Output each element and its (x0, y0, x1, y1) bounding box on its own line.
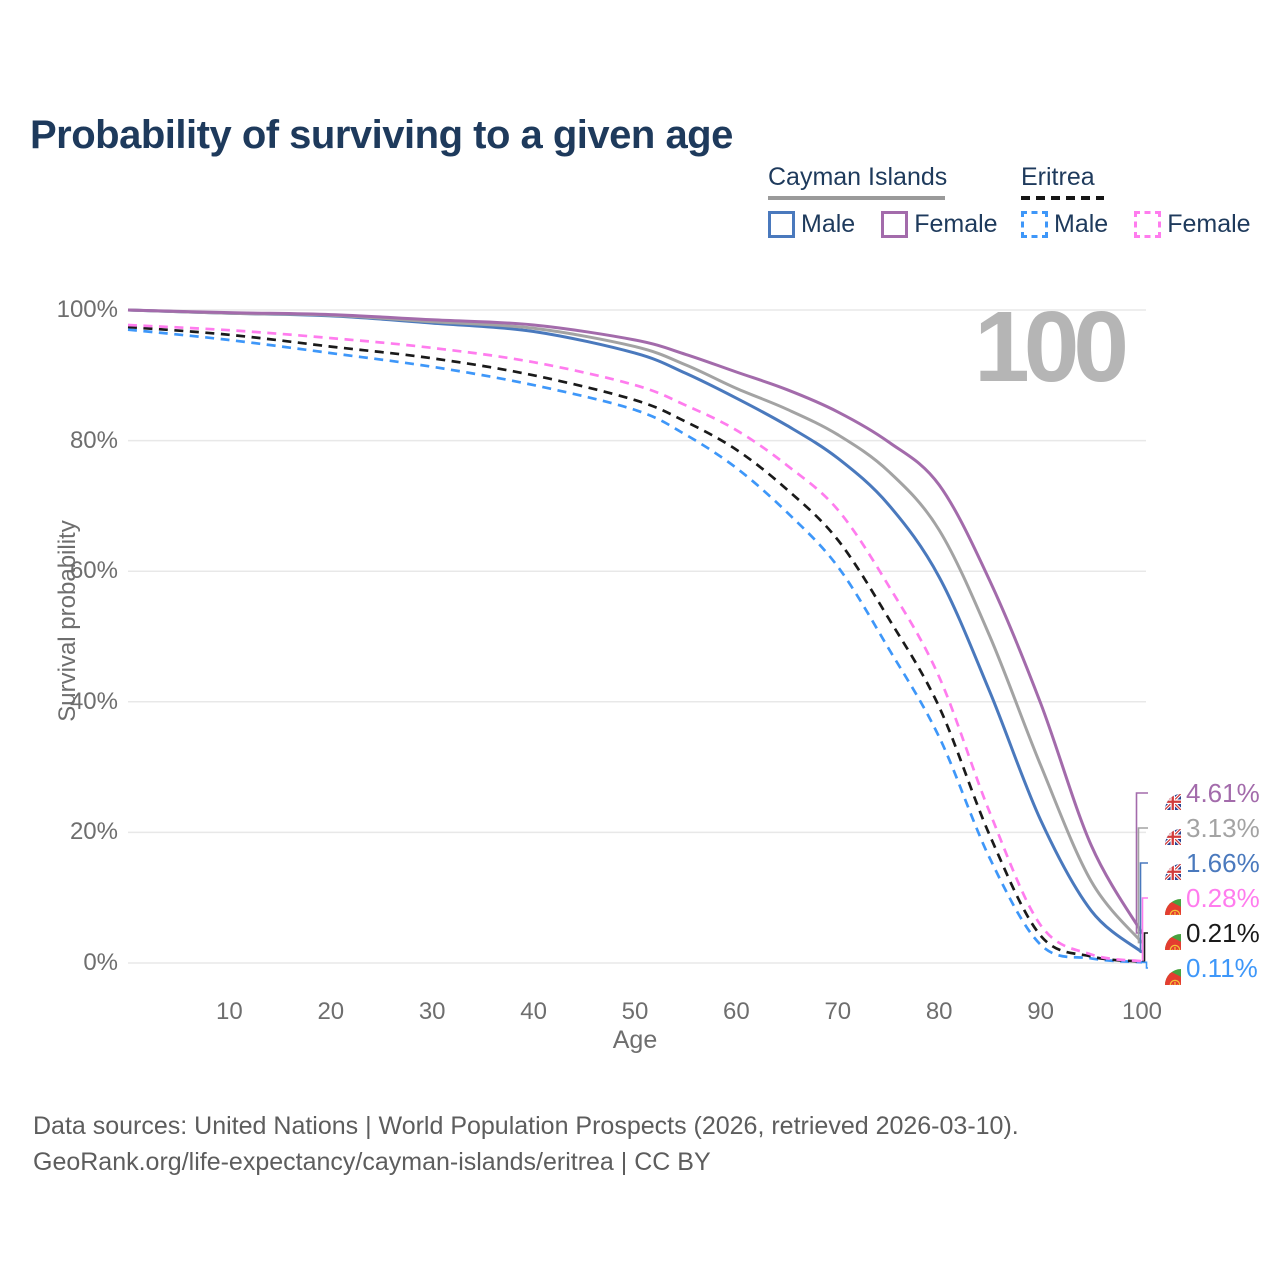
y-tick-40: 40% (69, 687, 118, 715)
x-tick-10: 10 (216, 998, 243, 1025)
legend-title-eritrea: Eritrea (1021, 163, 1095, 191)
legend-swatch-cayman-male[interactable] (768, 211, 795, 238)
y-tick-80: 80% (69, 426, 118, 454)
end-label-value: 4.61% (1186, 777, 1260, 808)
x-tick-30: 30 (418, 998, 446, 1025)
curve-cayman-islands-both-sexes (127, 308, 1144, 944)
end-label-value: 0.21% (1186, 917, 1260, 948)
cayman-islands-flag-icon (1148, 777, 1181, 810)
end-connector-0.11% (1142, 961, 1148, 969)
legend-swatch-eritrea-male[interactable] (1021, 211, 1048, 238)
legend-swatch-eritrea-female[interactable] (1134, 211, 1162, 238)
curve-eritrea-male (127, 328, 1143, 964)
x-tick-90: 90 (1027, 998, 1054, 1025)
curve-cayman-islands-female (127, 308, 1144, 934)
page-title: Probability of surviving to a given age (30, 112, 733, 157)
x-tick-60: 60 (723, 998, 750, 1025)
end-label-row: 0.28% (1148, 881, 1260, 915)
data-sources-line: Data sources: United Nations | World Pop… (33, 1112, 1019, 1140)
footer: Data sources: United Nations | World Pop… (33, 1108, 1019, 1180)
end-label-value: 1.66% (1186, 847, 1260, 878)
end-label-row: 3.13% (1148, 811, 1260, 845)
end-label-value: 0.28% (1186, 882, 1260, 913)
y-tick-60: 60% (69, 557, 118, 585)
x-tick-70: 70 (824, 998, 852, 1025)
y-tick-20: 20% (69, 818, 118, 846)
legend-label-cayman-female[interactable]: Female (914, 210, 998, 238)
x-tick-20: 20 (317, 998, 345, 1025)
end-label-row: 4.61% (1148, 776, 1260, 810)
attribution-line: GeoRank.org/life-expectancy/cayman-islan… (33, 1148, 711, 1176)
eritrea-flag-icon (1148, 952, 1181, 985)
eritrea-flag-icon (1148, 882, 1181, 915)
y-tick-0: 0% (83, 949, 118, 976)
legend-group-eritrea: Eritrea Male Female (1021, 163, 1277, 239)
cayman-islands-flag-icon (1148, 812, 1181, 845)
x-tick-100: 100 (1121, 998, 1163, 1025)
legend-underline-cayman-islands (768, 196, 945, 200)
x-tick-80: 80 (925, 998, 953, 1025)
curve-eritrea-female (127, 323, 1143, 963)
eritrea-flag-icon (1148, 917, 1181, 950)
legend-title-cayman-islands: Cayman Islands (768, 163, 948, 191)
x-tick-40: 40 (520, 998, 547, 1025)
legend-underline-eritrea (1021, 196, 1104, 200)
legend-label-eritrea-female[interactable]: Female (1167, 210, 1251, 238)
cayman-islands-flag-icon (1148, 847, 1181, 880)
curve-eritrea-both-sexes (127, 325, 1143, 963)
end-label-value: 3.13% (1186, 812, 1260, 843)
age-counter-watermark: 100 (974, 291, 1129, 403)
end-label-row: 1.66% (1148, 846, 1260, 880)
end-label-value: 0.11% (1186, 952, 1258, 983)
y-tick-100: 100% (56, 296, 118, 323)
end-label-row: 0.11% (1148, 951, 1258, 985)
end-label-row: 0.21% (1148, 916, 1260, 950)
legend-swatch-cayman-female[interactable] (881, 211, 909, 238)
x-axis-title: Age (612, 1026, 658, 1054)
x-tick-50: 50 (621, 998, 649, 1025)
end-connector-1.66% (1139, 862, 1148, 953)
legend-label-cayman-male[interactable]: Male (801, 210, 856, 238)
legend-group-cayman-islands: Cayman Islands Male Female (768, 163, 1024, 239)
legend-label-eritrea-male[interactable]: Male (1054, 210, 1109, 238)
